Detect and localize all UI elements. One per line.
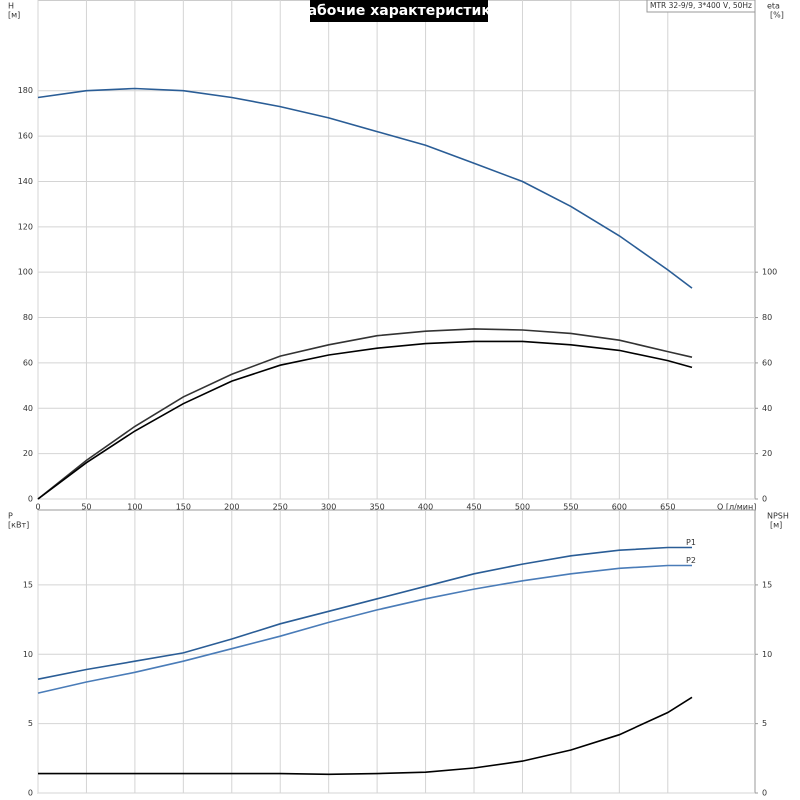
y-tick-label: 140	[18, 177, 33, 186]
series-line	[37, 564, 692, 694]
x-tick-label: 200	[224, 503, 239, 512]
x-tick-label: 600	[612, 503, 627, 512]
y2-axis-unit: [м]	[770, 521, 782, 530]
y2-tick-label: 15	[762, 580, 772, 589]
plot-area	[37, 0, 756, 500]
y-tick-label: 10	[23, 650, 33, 659]
y2-tick-label: 40	[762, 404, 772, 413]
x-tick-label: 150	[176, 503, 191, 512]
y-tick-label: 5	[28, 719, 33, 728]
chart-title: Рабочие характеристики	[297, 3, 500, 19]
x-tick-label: 500	[515, 503, 530, 512]
y-tick-label: 80	[23, 313, 33, 322]
x-tick-label: 550	[563, 503, 578, 512]
x-tick-label: 250	[273, 503, 288, 512]
y2-axis-unit: [%]	[770, 11, 784, 20]
y2-tick-label: 0	[762, 495, 767, 504]
series-line	[37, 87, 693, 289]
y-tick-label: 60	[23, 358, 33, 367]
x-tick-label: 400	[418, 503, 433, 512]
series-line	[37, 328, 693, 500]
x-tick-label: 450	[466, 503, 481, 512]
annotation: MTR 32-9/9, 3*400 V, 50Hz	[650, 1, 752, 10]
y-tick-label: 160	[18, 132, 33, 141]
series-label: P2	[686, 556, 696, 565]
y2-tick-label: 100	[762, 268, 777, 277]
y-tick-label: 40	[23, 404, 33, 413]
y-axis-unit: [кВт]	[8, 521, 29, 530]
y2-tick-label: 60	[762, 358, 772, 367]
y-axis-label: H	[8, 2, 14, 11]
x-tick-label: 0	[35, 503, 40, 512]
series-label: P1	[686, 538, 696, 547]
y-tick-label: 100	[18, 268, 33, 277]
y-tick-label: 120	[18, 222, 33, 231]
y2-tick-label: 0	[762, 789, 767, 798]
x-tick-label: 100	[127, 503, 142, 512]
y-tick-label: 15	[23, 580, 33, 589]
y-tick-label: 0	[28, 495, 33, 504]
y-axis-label: P	[8, 512, 13, 521]
y-tick-label: 0	[28, 789, 33, 798]
annotation-box	[646, 0, 756, 13]
y2-axis-label: NPSH	[767, 512, 789, 521]
y2-tick-label: 5	[762, 719, 767, 728]
y-axis-unit: [м]	[8, 11, 20, 20]
x-tick-label: 300	[321, 503, 336, 512]
x-tick-label: 350	[369, 503, 384, 512]
x-tick-label: 650	[660, 503, 675, 512]
series-line	[38, 696, 693, 776]
x-axis-label: Q [л/мин]	[717, 503, 756, 512]
plot-area	[37, 509, 756, 794]
y2-tick-label: 20	[762, 449, 772, 458]
y-tick-label: 20	[23, 449, 33, 458]
series-line	[37, 340, 693, 500]
y2-tick-label: 10	[762, 650, 772, 659]
y2-tick-label: 80	[762, 313, 772, 322]
series-line	[37, 546, 692, 680]
title-box	[310, 0, 488, 22]
x-tick-label: 50	[81, 503, 91, 512]
y-tick-label: 180	[18, 86, 33, 95]
y2-axis-label: eta	[767, 2, 780, 11]
